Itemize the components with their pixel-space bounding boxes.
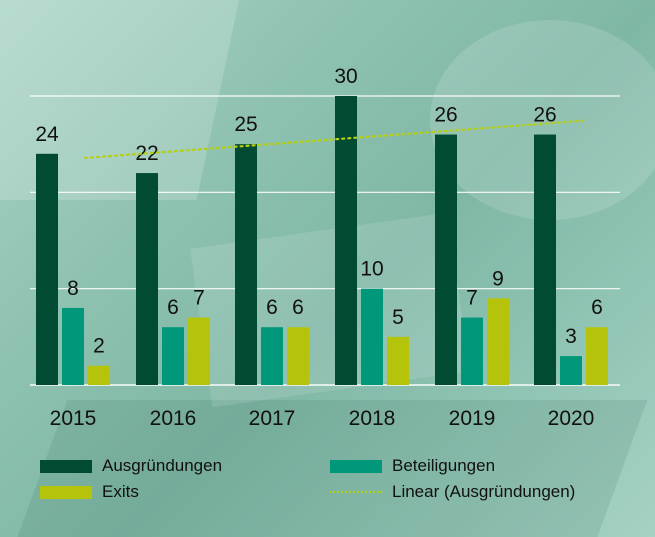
data-label-beteiligungen-2017: 6 (266, 296, 278, 319)
bar-beteiligungen-2020 (560, 356, 582, 385)
x-tick-label-2020: 2020 (548, 407, 595, 430)
bar-beteiligungen-2019 (461, 317, 483, 385)
bar-ausgr-ndungen-2016 (136, 173, 158, 385)
data-label-beteiligungen-2015: 8 (67, 277, 79, 300)
bar-ausgr-ndungen-2017 (235, 144, 257, 385)
bar-beteiligungen-2016 (162, 327, 184, 385)
x-tick-label-2017: 2017 (249, 407, 296, 430)
data-label-beteiligungen-2019: 7 (466, 287, 478, 310)
chart-legend: Ausgründungen Beteiligungen Exits Linear (A… (40, 454, 640, 514)
data-label-beteiligungen-2020: 3 (565, 325, 577, 348)
bar-beteiligungen-2018 (361, 288, 383, 385)
x-tick-label-2015: 2015 (50, 407, 97, 430)
x-tick-label-2018: 2018 (349, 407, 396, 430)
data-label-exits-2020: 6 (591, 296, 603, 319)
bar-exits-2019 (487, 298, 509, 385)
bar-exits-2020 (586, 327, 608, 385)
data-label-ausgr-ndungen-2020: 26 (533, 104, 556, 127)
data-label-exits-2017: 6 (292, 296, 304, 319)
trendline-linear-ausgruendungen (83, 119, 585, 160)
legend-item-ausgr-ndungen: Ausgründungen (40, 454, 222, 478)
legend-item-exits: Exits (40, 480, 139, 504)
bar-exits-2018 (387, 336, 409, 385)
bar-exits-2016 (188, 317, 210, 385)
data-label-exits-2019: 9 (492, 267, 504, 290)
legend-label: Linear (Ausgründungen) (392, 482, 576, 501)
bar-ausgr-ndungen-2019 (435, 134, 457, 385)
bar-ausgr-ndungen-2020 (534, 134, 556, 385)
bar-ausgr-ndungen-2018 (335, 96, 357, 385)
data-label-ausgr-ndungen-2018: 30 (334, 65, 357, 88)
data-label-ausgr-ndungen-2017: 25 (234, 113, 257, 136)
data-label-ausgr-ndungen-2019: 26 (434, 104, 457, 127)
bar-beteiligungen-2015 (62, 307, 84, 385)
data-label-beteiligungen-2018: 10 (360, 258, 383, 281)
x-tick-label-2016: 2016 (150, 407, 197, 430)
data-label-exits-2016: 7 (193, 287, 205, 310)
bar-exits-2015 (88, 365, 110, 385)
legend-swatch (330, 491, 382, 493)
legend-label: Ausgründungen (102, 456, 223, 475)
legend-swatch (40, 485, 92, 499)
data-label-exits-2018: 5 (392, 306, 404, 329)
legend-label: Exits (102, 482, 139, 501)
legend-item-beteiligungen: Beteiligungen (330, 454, 495, 478)
bar-exits-2017 (287, 327, 309, 385)
legend-item-linear-ausgr-ndungen: Linear (Ausgründungen) (330, 480, 575, 504)
bar-ausgr-ndungen-2015 (36, 153, 58, 385)
legend-swatch (40, 459, 92, 473)
data-label-exits-2015: 2 (93, 335, 105, 358)
legend-label: Beteiligungen (392, 456, 496, 475)
data-label-beteiligungen-2016: 6 (167, 296, 179, 319)
legend-swatch (330, 459, 382, 473)
data-label-ausgr-ndungen-2015: 24 (35, 123, 59, 146)
bar-chart: 2422253026268661073276596201520162017201… (35, 65, 608, 430)
bar-beteiligungen-2017 (261, 327, 283, 385)
x-tick-label-2019: 2019 (449, 407, 496, 430)
